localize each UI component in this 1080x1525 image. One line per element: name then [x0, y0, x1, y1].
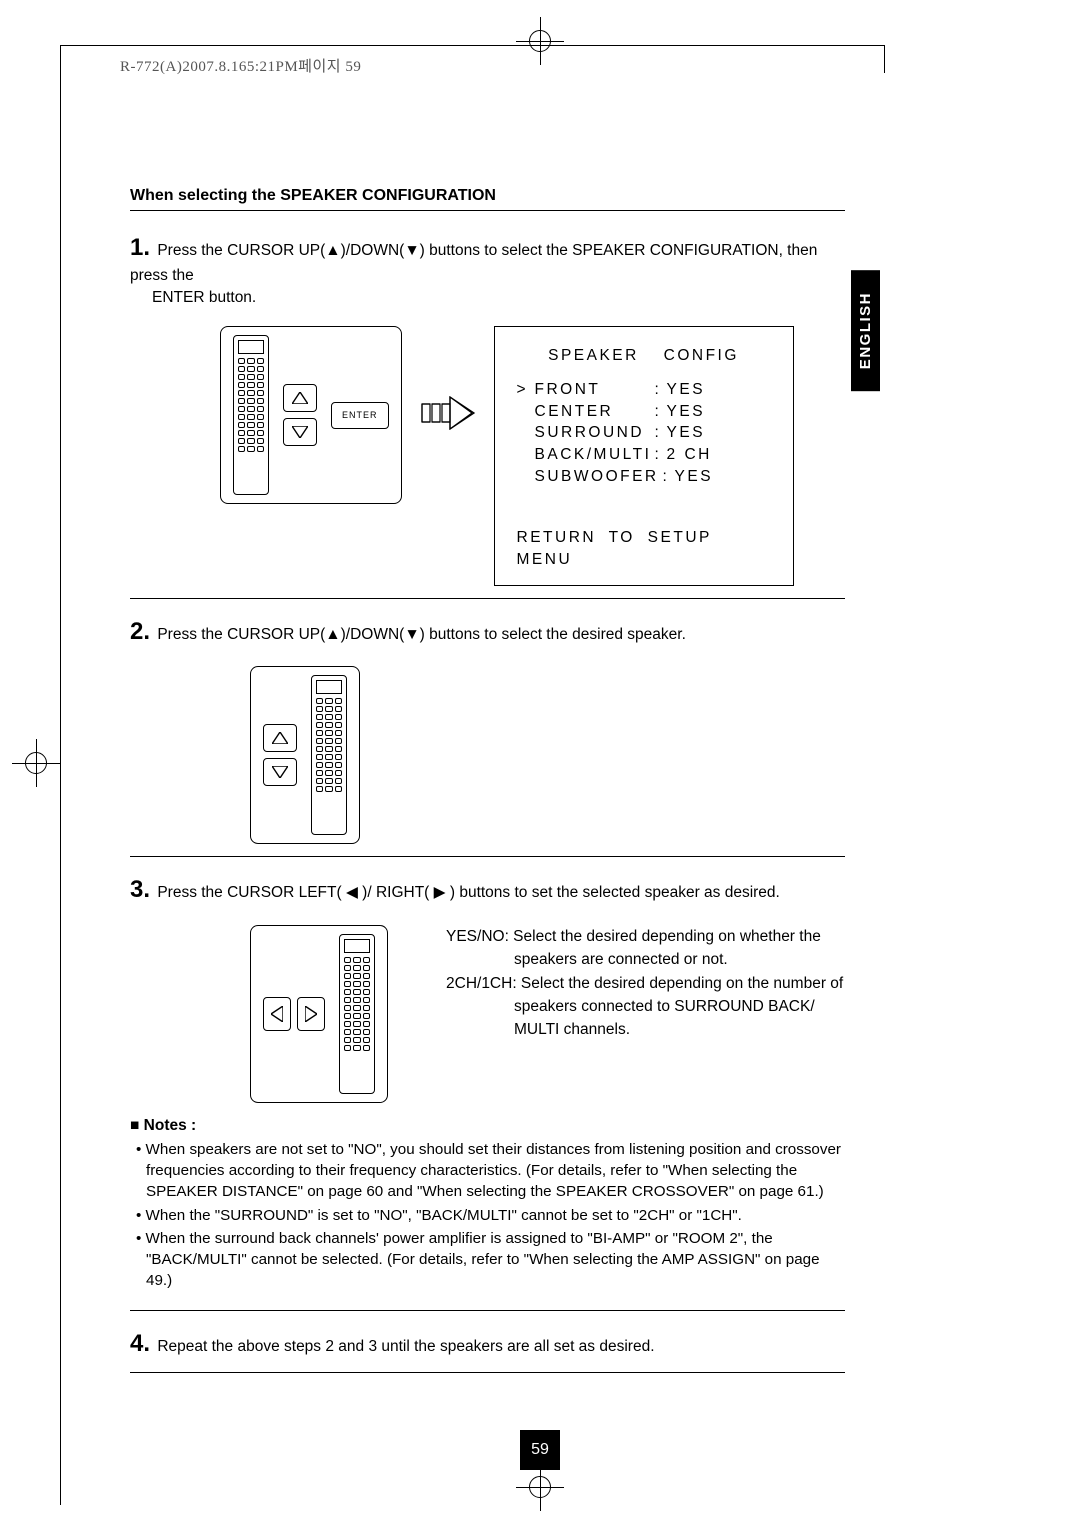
divider-2 — [130, 856, 845, 857]
remote-illustration — [233, 335, 269, 495]
display-row-0: >FRONT:YES — [517, 379, 771, 401]
step-3: 3. Press the CURSOR LEFT( ◀ )/ RIGHT( ▶ … — [130, 873, 845, 907]
step-3-figure-row: YES/NO: Select the desired depending on … — [250, 925, 845, 1103]
step-2-text: Press the CURSOR UP(▲)/DOWN(▼) buttons t… — [157, 626, 686, 643]
language-tab: ENGLISH — [851, 270, 880, 391]
display-row-1: CENTER:YES — [517, 401, 771, 423]
cursor-right-icon — [297, 997, 325, 1031]
display-row-4: SUBWOOFER:YES — [517, 466, 771, 488]
divider-4 — [130, 1372, 845, 1373]
page-number: 59 — [520, 1430, 560, 1470]
notes-list: When speakers are not set to "NO", you s… — [130, 1139, 845, 1292]
display-row-3: BACK/MULTI:2 CH — [517, 444, 771, 466]
registration-mark-left — [18, 745, 54, 781]
remote-callout-1: ENTER — [220, 326, 402, 504]
desc-line-1b: speakers are connected or not. — [514, 948, 843, 971]
step-1-number: 1. — [130, 234, 150, 261]
cursor-up-icon — [263, 724, 297, 752]
notes-heading: Notes : — [130, 1115, 845, 1137]
remote-callout-3 — [250, 925, 388, 1103]
step-4-number: 4. — [130, 1330, 150, 1357]
page-content: When selecting the SPEAKER CONFIGURATION… — [130, 185, 845, 1389]
note-item-0: When speakers are not set to "NO", you s… — [136, 1139, 845, 1203]
step-4: 4. Repeat the above steps 2 and 3 until … — [130, 1327, 845, 1361]
cursor-up-icon — [283, 384, 317, 412]
left-right-buttons — [263, 997, 325, 1031]
step-2-figure-row — [250, 666, 845, 844]
remote-illustration — [339, 934, 375, 1094]
step-3-number: 3. — [130, 876, 150, 903]
doc-header-info: R-772(A)2007.8.165:21PM페이지 59 — [120, 55, 361, 76]
divider-3 — [130, 1310, 845, 1311]
step-3-text: Press the CURSOR LEFT( ◀ )/ RIGHT( ▶ ) b… — [157, 884, 780, 901]
step-3-description: YES/NO: Select the desired depending on … — [446, 925, 843, 1041]
desc-line-1: YES/NO: Select the desired depending on … — [446, 925, 843, 948]
arrow-right-icon — [420, 396, 476, 437]
registration-mark-bottom — [522, 1469, 558, 1505]
crop-line-top — [60, 45, 885, 46]
note-item-1: When the "SURROUND" is set to "NO", "BAC… — [136, 1205, 845, 1226]
note-item-2: When the surround back channels' power a… — [136, 1228, 845, 1292]
cursor-down-icon — [283, 418, 317, 446]
step-2: 2. Press the CURSOR UP(▲)/DOWN(▼) button… — [130, 615, 845, 649]
up-down-buttons — [283, 384, 317, 446]
step-1-text-line1: Press the CURSOR UP(▲)/DOWN(▼) buttons t… — [130, 242, 817, 284]
step-1-figure-row: ENTER SPEAKER CONFIG >FRONT:YES CENTER:Y… — [220, 326, 845, 586]
divider-1 — [130, 598, 845, 599]
display-row-2: SURROUND:YES — [517, 422, 771, 444]
display-title: SPEAKER CONFIG — [517, 345, 771, 367]
step-1: 1. Press the CURSOR UP(▲)/DOWN(▼) button… — [130, 231, 845, 308]
crop-line-left — [60, 45, 61, 1505]
section-title: When selecting the SPEAKER CONFIGURATION — [130, 185, 845, 211]
desc-line-2: 2CH/1CH: Select the desired depending on… — [446, 972, 843, 995]
display-footer: RETURN TO SETUP MENU — [517, 527, 771, 570]
registration-mark-top — [522, 23, 558, 59]
step-1-text-line2: ENTER button. — [152, 287, 845, 309]
up-down-buttons-2 — [263, 724, 297, 786]
step-4-text: Repeat the above steps 2 and 3 until the… — [157, 1338, 654, 1355]
cursor-left-icon — [263, 997, 291, 1031]
osd-display-panel: SPEAKER CONFIG >FRONT:YES CENTER:YES SUR… — [494, 326, 794, 586]
desc-line-2c: MULTI channels. — [514, 1018, 843, 1041]
remote-callout-2 — [250, 666, 360, 844]
desc-line-2b: speakers connected to SURROUND BACK/ — [514, 995, 843, 1018]
cursor-down-icon — [263, 758, 297, 786]
crop-tick-right — [884, 45, 885, 73]
enter-button-label: ENTER — [331, 402, 389, 429]
remote-illustration — [311, 675, 347, 835]
step-2-number: 2. — [130, 618, 150, 645]
